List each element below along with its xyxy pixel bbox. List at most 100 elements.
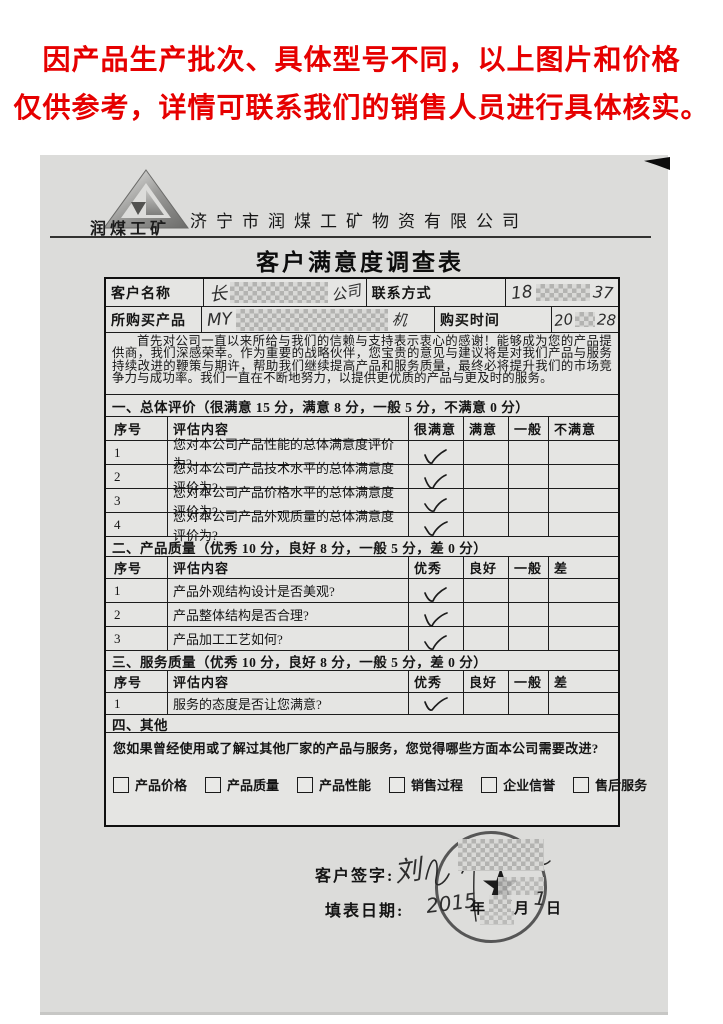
- option-product-performance: 产品性能: [297, 775, 371, 794]
- rating-cell: [464, 489, 509, 512]
- col-header-seq: 序号: [106, 671, 168, 692]
- handwritten-phone-start: 18: [510, 281, 534, 304]
- rating-cell: [509, 513, 549, 536]
- handwritten-checkmark-icon: [424, 473, 447, 489]
- rating-cell: [509, 465, 549, 488]
- contact-label: 联系方式: [367, 279, 506, 306]
- table-row: 1 服务的态度是否让您满意?: [106, 693, 618, 715]
- col-header-rating4: 不满意: [554, 422, 597, 437]
- improvement-cell: 您如果曾经使用或了解过其他厂家的产品与服务，您觉得哪些方面本公司需要改进? 产品…: [106, 733, 672, 825]
- improvement-question: 您如果曾经使用或了解过其他厂家的产品与服务，您觉得哪些方面本公司需要改进?: [113, 741, 599, 756]
- checkbox-icon: [205, 776, 222, 793]
- banner-line2: 仅供参考，详情可联系我们的销售人员进行具体核实。: [13, 92, 710, 123]
- section2-header-row: 序号 评估内容 优秀 良好 一般 差: [106, 557, 618, 579]
- handwritten-checkmark-icon: [424, 697, 448, 711]
- row-content: 产品加工工艺如何?: [168, 627, 409, 650]
- fill-date-label: 填表日期:: [325, 903, 405, 920]
- rating-cell-checked: [409, 627, 464, 650]
- rating-cell-checked: [409, 489, 464, 512]
- checkbox-icon: [113, 776, 129, 793]
- rating-cell-checked: [409, 603, 464, 627]
- purchase-time-label: 购买时间: [435, 307, 552, 332]
- handwritten-time-end: 28: [596, 310, 617, 329]
- row-content: 产品整体结构是否合理?: [168, 603, 409, 626]
- improvement-row: 您如果曾经使用或了解过其他厂家的产品与服务，您觉得哪些方面本公司需要改进? 产品…: [106, 733, 647, 825]
- rating-cell: [549, 579, 618, 602]
- handwritten-checkmark-icon: [424, 520, 448, 536]
- handwritten-checkmark-icon: [424, 611, 448, 627]
- rating-cell: [549, 627, 618, 650]
- col-header-rating4: 差: [554, 561, 569, 576]
- row-seq: 3: [106, 489, 168, 512]
- option-product-price: 产品价格: [113, 775, 187, 794]
- checkbox-icon: [297, 776, 314, 793]
- col-header-content: 评估内容: [168, 671, 409, 692]
- privacy-mosaic: [574, 312, 595, 327]
- rating-cell-checked: [409, 465, 464, 489]
- customer-name-label: 客户名称: [106, 279, 204, 306]
- customer-signature-label: 客户签字:: [315, 868, 395, 885]
- handwritten-product-start: MY: [205, 308, 233, 331]
- rating-cell: [549, 441, 618, 464]
- option-label: 产品性能: [319, 778, 372, 793]
- col-header-content: 评估内容: [168, 417, 409, 440]
- customer-name-value: 长 公司: [204, 279, 367, 306]
- info-row-product: 所购买产品 MY 机 购买时间 20 28: [106, 307, 618, 333]
- col-header-content: 评估内容: [168, 557, 409, 578]
- checkbox-icon: [389, 776, 406, 793]
- header-divider: [50, 236, 651, 238]
- privacy-mosaic: [458, 839, 544, 871]
- banner-line1: 因产品生产批次、具体型号不同，以上图片和价格: [42, 44, 681, 75]
- row-content: 服务的态度是否让您满意?: [168, 693, 409, 714]
- privacy-mosaic: [235, 308, 388, 331]
- row-seq: 2: [106, 465, 168, 488]
- table-row: 2 产品整体结构是否合理?: [106, 603, 618, 627]
- rating-cell-checked: [409, 513, 464, 536]
- privacy-mosaic: [535, 284, 590, 301]
- day-unit: 日: [546, 901, 562, 917]
- rating-cell: [509, 489, 549, 512]
- notice-banner: 因产品生产批次、具体型号不同，以上图片和价格 仅供参考，详情可联系我们的销售人员…: [0, 36, 723, 132]
- section1-header-row: 序号 评估内容 很满意 满意 一般 不满意: [106, 417, 618, 441]
- rating-cell: [509, 627, 549, 650]
- rating-cell: [464, 441, 509, 464]
- section1-title-row: 一、总体评价（很满意 15 分，满意 8 分，一般 5 分，不满意 0 分）: [106, 395, 618, 417]
- handwritten-product-end: 机: [390, 310, 408, 330]
- form-title: 客户满意度调查表: [256, 250, 464, 275]
- privacy-mosaic: [489, 895, 511, 912]
- row-seq: 4: [106, 513, 168, 536]
- rating-cell: [549, 513, 618, 536]
- year-unit: 年: [470, 901, 486, 917]
- table-row: 4 您对本公司产品外观质量的总体满意度评价为?: [106, 509, 618, 543]
- rating-cell-checked: [409, 441, 464, 464]
- rating-cell: [464, 465, 509, 488]
- option-label: 企业信誉: [503, 778, 556, 793]
- improvement-options: 产品价格 产品质量 产品性能 销售过程 企业信誉 售后服务: [113, 775, 665, 794]
- intro-cell: 首先对公司一直以来所给与我们的信赖与支持表示衷心的感谢！能够成为您的产品提供商，…: [106, 333, 618, 394]
- col-header-rating1: 优秀: [409, 671, 464, 692]
- col-header-rating3: 一般: [509, 671, 549, 692]
- rating-cell-checked: [409, 693, 464, 714]
- option-label: 销售过程: [411, 778, 464, 793]
- rating-cell: [464, 579, 509, 602]
- fold-corner-mark: [644, 157, 670, 170]
- rating-cell: [549, 489, 618, 512]
- rating-cell: [549, 693, 618, 714]
- section1-title: 一、总体评价（很满意 15 分，满意 8 分，一般 5 分，不满意 0 分）: [112, 399, 530, 415]
- handwritten-time-start: 20: [552, 309, 574, 330]
- rating-cell-checked: [409, 579, 464, 602]
- section3-title-row: 三、服务质量（优秀 10 分，良好 8 分，一般 5 分，差 0 分）: [106, 651, 618, 671]
- section4-title: 四、其他: [112, 717, 168, 733]
- checkbox-icon: [573, 776, 590, 793]
- col-header-seq: 序号: [106, 417, 168, 440]
- company-logo-icon: [103, 169, 189, 229]
- section4-title-row: 四、其他: [106, 715, 618, 733]
- col-header-rating4: 差: [554, 675, 569, 690]
- rating-cell: [509, 693, 549, 714]
- row-seq: 1: [106, 693, 168, 714]
- intro-paragraph: 首先对公司一直以来所给与我们的信赖与支持表示衷心的感谢！能够成为您的产品提供商，…: [112, 334, 612, 386]
- col-header-rating3: 一般: [509, 417, 549, 440]
- section3-header-row: 序号 评估内容 优秀 良好 一般 差: [106, 671, 618, 693]
- table-row: 1 产品外观结构设计是否美观?: [106, 579, 618, 603]
